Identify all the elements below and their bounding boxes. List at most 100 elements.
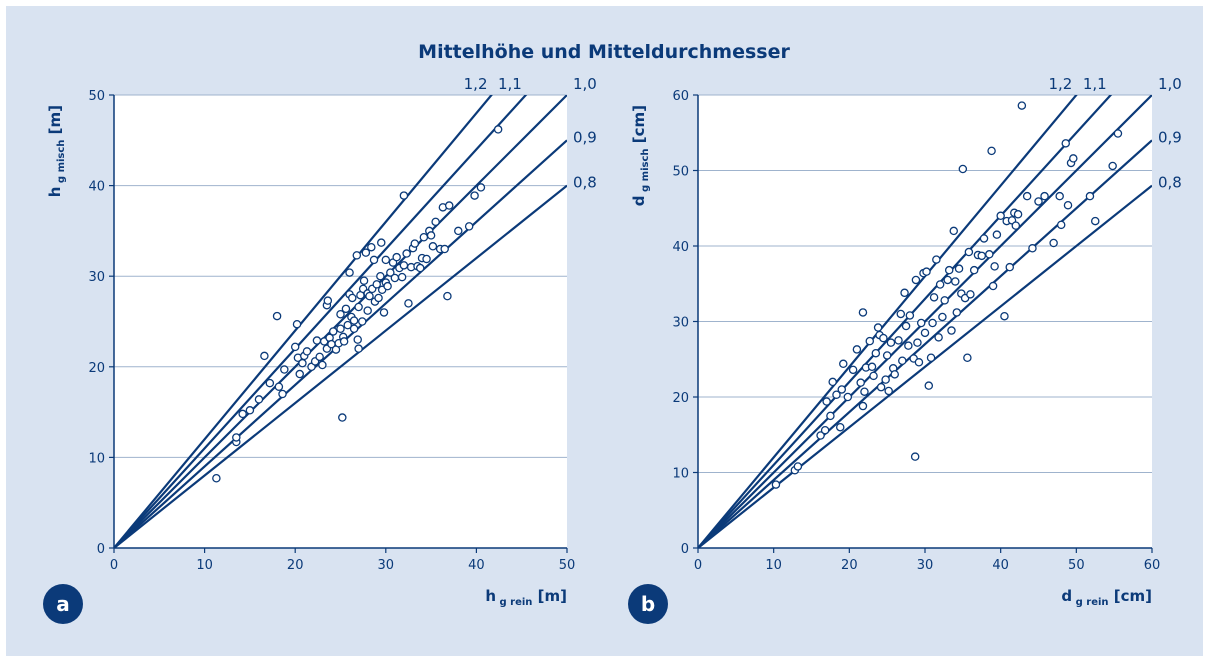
data-point [359,276,369,285]
data-point [987,146,996,156]
data-point [954,264,964,273]
data-point [843,392,853,402]
data-point [343,320,352,330]
data-point [911,275,921,285]
data-point [352,251,362,260]
chart-b: 0 10 20 30 40 50 60 0 10 20 30 40 50 60 1,2 1,1 1,0 0,9 0,… [628,75,1182,624]
data-point [363,306,372,315]
data-point [816,431,825,440]
data-point [397,272,407,282]
data-point [440,244,449,254]
x-axis-label: d g rein [cm] [1061,587,1152,608]
data-point [876,382,886,392]
data-point [822,397,831,406]
data-point [858,308,868,317]
data-point [826,411,835,421]
y-tick-label: 0 [97,542,105,557]
x-tick-label: 20 [287,558,304,573]
data-point [292,319,302,329]
data-point [896,309,906,319]
x-tick-label: 30 [917,558,934,573]
x-axis-label: h g rein [m] [485,587,567,608]
data-point [348,293,357,303]
data-point [1113,129,1123,138]
data-point [336,324,345,333]
reference-label: 1,2 [1048,75,1072,93]
data-point [867,362,877,372]
data-point [329,327,338,336]
figure-panel: Mittelhöhe und Mitteldurchmesser 0 10 20 30… [6,6,1203,656]
data-point [988,281,998,291]
data-point [295,369,304,379]
data-point [894,336,903,345]
data-point [353,335,362,344]
data-point [966,290,975,299]
data-point [402,249,411,258]
x-tick-label: 0 [694,558,702,573]
data-point [935,280,945,289]
data-point [900,288,909,298]
data-point [890,370,899,379]
data-point [349,316,359,325]
data-point [367,242,376,252]
data-point [341,304,351,314]
data-point [454,226,463,236]
data-point [361,248,371,257]
y-tick-label: 60 [672,89,689,104]
data-point [390,273,400,283]
data-point [922,267,931,276]
data-point [410,239,420,248]
data-point [1028,244,1037,253]
data-point [1091,216,1100,226]
data-point [386,268,395,277]
data-point [265,378,275,388]
data-point [392,252,401,262]
data-point [1085,191,1095,201]
data-point [904,341,913,350]
data-point [928,318,937,328]
data-point [365,291,374,301]
panel-badge [43,584,83,624]
data-point [318,360,327,370]
data-point [399,191,409,200]
data-point [873,323,883,332]
data-point [969,265,979,275]
data-point [345,268,354,277]
reference-label: 0,8 [573,174,597,192]
y-tick-label: 40 [88,180,105,195]
data-point [958,164,968,174]
data-point [858,401,868,411]
data-point [369,255,379,265]
data-point [336,310,345,319]
panel-badge-label: a [56,592,70,616]
reference-label: 1,2 [464,75,488,93]
data-point [944,265,954,275]
data-point [943,275,952,285]
data-point [951,277,960,286]
data-point [377,238,386,247]
reference-line [114,95,493,548]
y-tick-label: 30 [672,316,689,331]
data-point [422,254,431,264]
data-point [848,365,858,375]
reference-line [114,95,528,548]
y-tick-label: 50 [88,89,105,104]
data-point [940,296,949,305]
data-point [1017,101,1027,110]
data-point [302,347,312,356]
x-tick-label: 10 [765,558,782,573]
data-point [372,280,381,289]
data-point [260,351,269,361]
data-point [1022,191,1032,201]
data-point [312,336,322,345]
data-point [1034,197,1043,206]
data-point [865,336,875,346]
data-point [349,324,359,333]
data-point [376,271,385,281]
data-point [884,386,893,396]
data-point [771,480,781,489]
data-point [963,353,972,362]
data-point [426,231,436,240]
data-point [979,234,989,243]
data-point [886,338,896,347]
